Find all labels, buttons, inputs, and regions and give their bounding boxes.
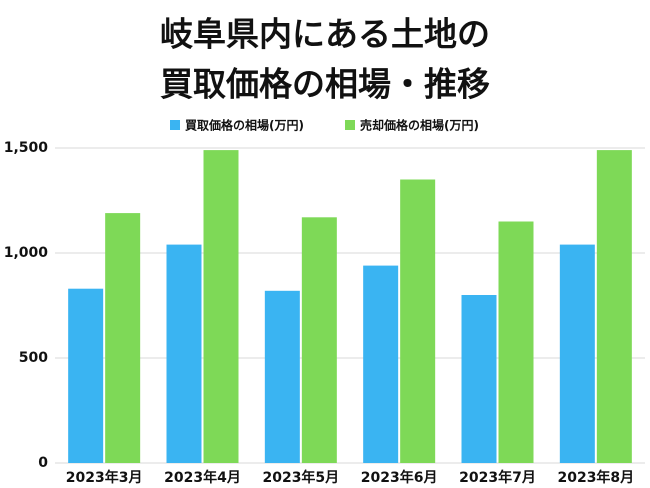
legend-swatch: [345, 120, 355, 130]
x-tick-label: 2023年3月: [66, 469, 143, 486]
bar: [68, 288, 104, 463]
y-tick-label: 1,500: [4, 140, 49, 156]
bar: [596, 150, 632, 463]
y-tick-label: 1,000: [4, 245, 49, 261]
bar: [363, 265, 399, 463]
x-tick-label: 2023年7月: [459, 469, 536, 486]
bar: [498, 221, 534, 463]
bar: [559, 244, 595, 463]
chart-title: 買取価格の相場・推移: [160, 65, 490, 104]
y-tick-label: 500: [19, 350, 48, 366]
x-tick-label: 2023年4月: [164, 469, 241, 486]
x-tick-label: 2023年5月: [262, 469, 339, 486]
bar: [203, 150, 239, 463]
bar: [301, 217, 337, 463]
chart-title: 岐阜県内にある土地の: [160, 15, 490, 54]
x-tick-label: 2023年6月: [361, 469, 438, 486]
bar: [400, 179, 436, 463]
bar: [166, 244, 202, 463]
y-tick-label: 0: [38, 455, 48, 471]
x-tick-label: 2023年8月: [557, 469, 634, 486]
legend-label: 買取価格の相場(万円): [185, 118, 304, 133]
bar: [264, 290, 300, 463]
bar: [105, 213, 141, 463]
bar: [461, 295, 497, 463]
legend-swatch: [170, 120, 180, 130]
legend-label: 売却価格の相場(万円): [360, 118, 479, 133]
